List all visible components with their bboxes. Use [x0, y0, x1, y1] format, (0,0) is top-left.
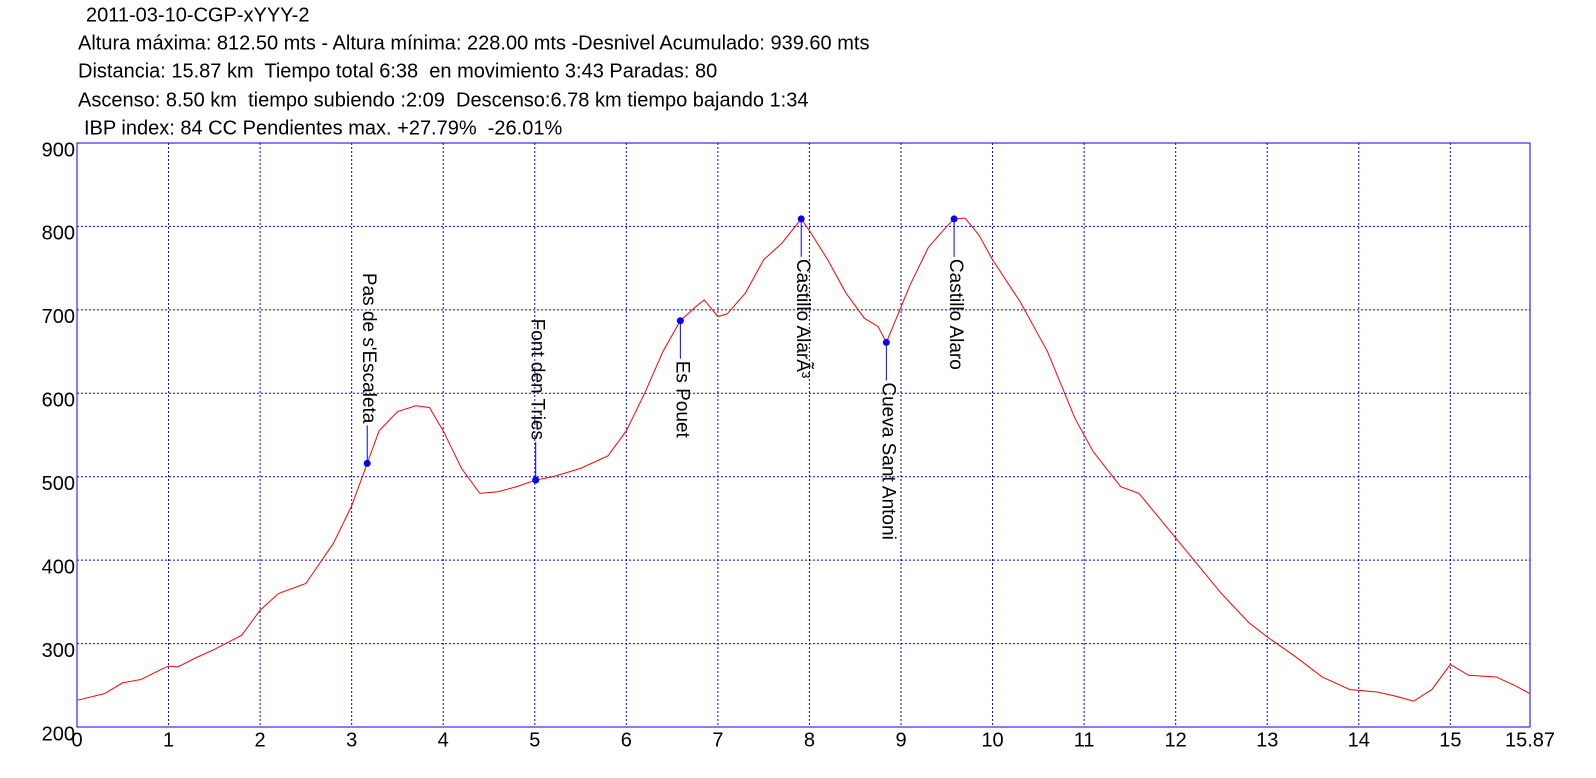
waypoint-label: Castillo Alaro [945, 259, 966, 370]
x-tick-label: 3 [346, 729, 357, 751]
subtitle: Distancia: 15.87 km Tiempo total 6:38 en… [78, 60, 717, 82]
x-tick-label: 6 [621, 729, 632, 751]
waypoint-label: Pas de s'Escaleta [358, 273, 379, 424]
waypoint [950, 215, 958, 223]
elevation-line [76, 217, 1531, 702]
y-tick-label: 300 [42, 640, 75, 662]
y-tick-label: 600 [42, 390, 75, 412]
waypoint-label: Font den Tries [527, 319, 548, 440]
x-tick-label: 11 [1074, 729, 1095, 751]
x-tick-label: 8 [804, 729, 815, 751]
x-tick-label: 13 [1256, 729, 1278, 751]
x-tick-label: 14 [1348, 729, 1370, 751]
subtitle: Altura máxima: 812.50 mts - Altura mínim… [78, 32, 869, 54]
waypoint [676, 317, 684, 325]
y-tick-label: 700 [42, 306, 75, 328]
subtitle: IBP index: 84 CC Pendientes max. +27.79%… [84, 117, 562, 139]
x-tick-label: 2 [255, 729, 266, 751]
y-tick-label: 800 [42, 223, 75, 245]
waypoint [532, 476, 540, 484]
x-tick-label: 0 [71, 729, 82, 751]
y-tick-label: 400 [42, 556, 75, 578]
x-tick-label: 1 [163, 729, 174, 751]
plot-border [76, 142, 1531, 728]
x-tick-label: 7 [712, 729, 723, 751]
x-tick-label: 9 [895, 729, 906, 751]
x-tick-label: 12 [1165, 729, 1187, 751]
waypoint-label: Castillo AlarÃ³ [792, 259, 814, 378]
x-tick-label: 4 [438, 729, 449, 751]
y-tick-label: 900 [42, 139, 75, 161]
waypoint-label: Es Pouet [671, 361, 692, 439]
y-tick-label: 500 [42, 473, 75, 495]
waypoint [882, 338, 890, 346]
y-tick-label: 200 [42, 723, 75, 745]
x-tick-label: 5 [529, 729, 540, 751]
waypoint [363, 459, 371, 467]
waypoint [797, 215, 805, 223]
x-tick-label: 15.87 [1505, 729, 1555, 751]
subtitle: Ascenso: 8.50 km tiempo subiendo :2:09 D… [78, 89, 808, 111]
x-tick-label: 15 [1439, 729, 1461, 751]
x-tick-label: 10 [981, 729, 1003, 751]
waypoint-label: Cueva Sant Antoni [877, 382, 898, 539]
chart-title: 2011-03-10-CGP-xYYY-2 [86, 4, 309, 26]
